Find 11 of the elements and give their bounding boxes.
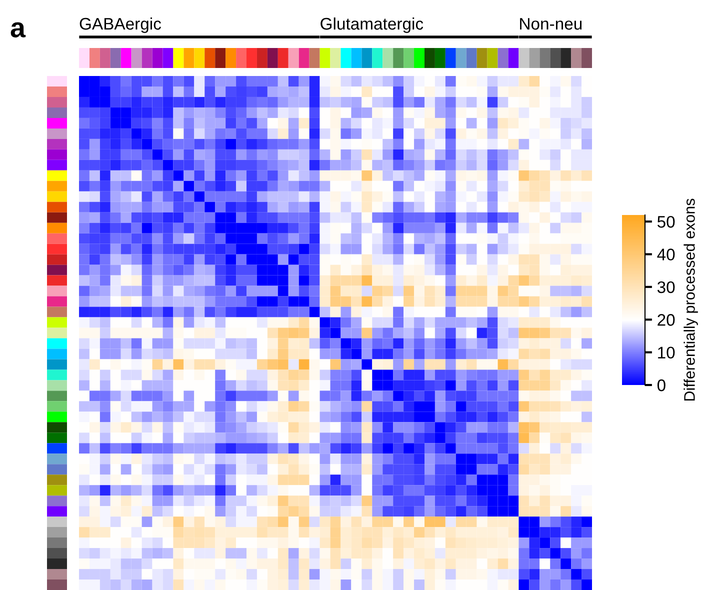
color-bar-label: 30 (657, 281, 675, 294)
color-bar-label: 40 (657, 248, 675, 260)
text: a (10, 22, 26, 38)
color-bar-label: 10 (658, 346, 675, 359)
text: Non-neu (520, 18, 582, 30)
color-bar-label: 50 (657, 216, 675, 228)
color-bar-label: 0 (657, 379, 666, 392)
color-bar-label: 20 (658, 314, 675, 326)
text: Glutamatergic (320, 17, 424, 33)
color-bar-title: Differentially processed exons (684, 198, 698, 401)
text: GABAergic (80, 17, 161, 33)
